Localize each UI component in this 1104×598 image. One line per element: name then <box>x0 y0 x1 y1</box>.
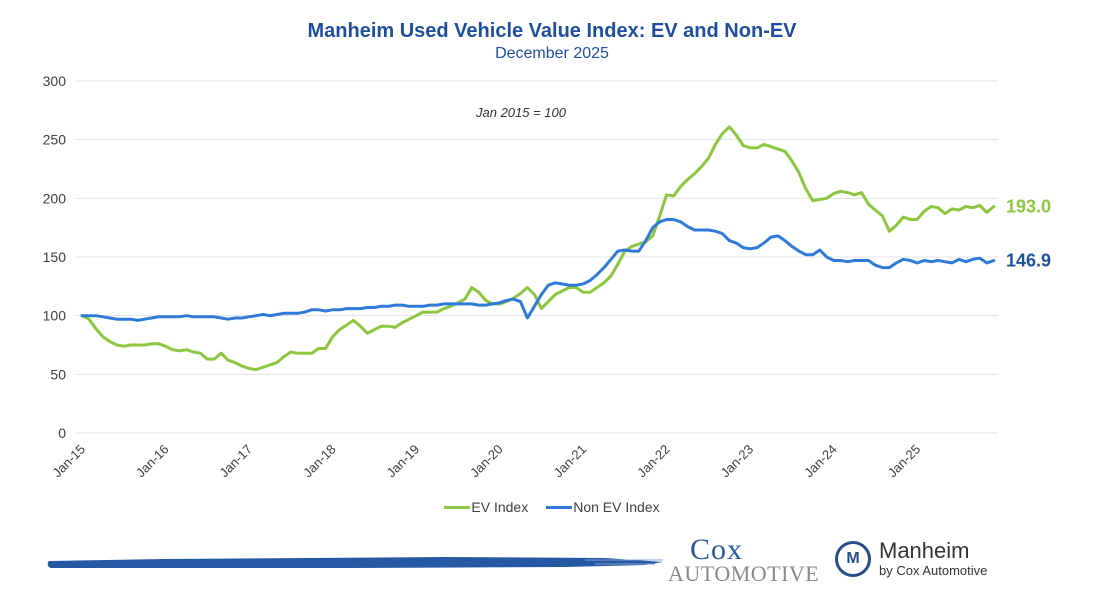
x-tick-label: Jan-15 <box>49 442 88 481</box>
manheim-logo: M Manheim by Cox Automotive <box>835 540 987 577</box>
manheim-byline: by Cox Automotive <box>879 563 988 578</box>
y-tick-label: 150 <box>43 249 67 265</box>
x-tick-label: Jan-19 <box>383 442 422 481</box>
x-tick-label: Jan-17 <box>216 442 255 481</box>
y-tick-label: 100 <box>43 308 67 324</box>
manheim-m-icon: M <box>835 540 871 577</box>
chart-title: Manheim Used Vehicle Value Index: EV and… <box>307 20 797 42</box>
cox-automotive-logo: Cox Automotive <box>668 535 819 585</box>
series-line-non-ev <box>80 218 996 322</box>
x-tick-label: Jan-20 <box>467 442 506 481</box>
y-tick-label: 50 <box>50 366 66 382</box>
legend-label-ev: EV Index <box>471 499 529 515</box>
legend: EV Index Non EV Index <box>0 499 1104 515</box>
x-tick-label: Jan-25 <box>885 442 924 481</box>
end-label-non-ev: 146.9 <box>1006 251 1051 271</box>
y-tick-label: 300 <box>43 73 67 89</box>
x-tick-label: Jan-22 <box>634 442 673 481</box>
y-axis-ticks: 0 50 100 150 200 250 300 <box>43 73 67 441</box>
x-tick-label: Jan-24 <box>801 442 840 481</box>
x-tick-label: Jan-23 <box>718 442 757 481</box>
legend-item-non-ev[interactable]: Non EV Index <box>546 499 660 515</box>
gridlines <box>75 80 998 434</box>
series-lines <box>80 125 996 372</box>
end-label-ev: 193.0 <box>1006 197 1051 217</box>
legend-item-ev[interactable]: EV Index <box>444 499 528 515</box>
legend-swatch-ev <box>444 505 471 509</box>
series-line-ev <box>80 125 996 372</box>
cox-logo-line1: Cox <box>690 533 744 566</box>
x-tick-label: Jan-21 <box>551 442 590 481</box>
x-tick-label: Jan-16 <box>133 442 172 481</box>
x-tick-label: Jan-18 <box>300 442 339 481</box>
brush-stroke-decoration <box>47 557 664 568</box>
end-labels: 193.0 146.9 <box>1006 197 1051 271</box>
y-tick-label: 250 <box>43 132 67 148</box>
chart-subtitle: December 2025 <box>495 45 609 62</box>
y-tick-label: 200 <box>43 190 67 206</box>
manheim-name: Manheim <box>879 538 970 563</box>
cox-logo-line2: Automotive <box>668 561 820 586</box>
y-tick-label: 0 <box>58 425 66 441</box>
x-axis-ticks: Jan-15 Jan-16 Jan-17 Jan-18 Jan-19 Jan-20 Jan-… <box>49 442 923 481</box>
legend-swatch-non-ev <box>546 505 573 509</box>
legend-label-non-ev: Non EV Index <box>573 499 660 515</box>
base-annotation: Jan 2015 = 100 <box>475 105 567 120</box>
